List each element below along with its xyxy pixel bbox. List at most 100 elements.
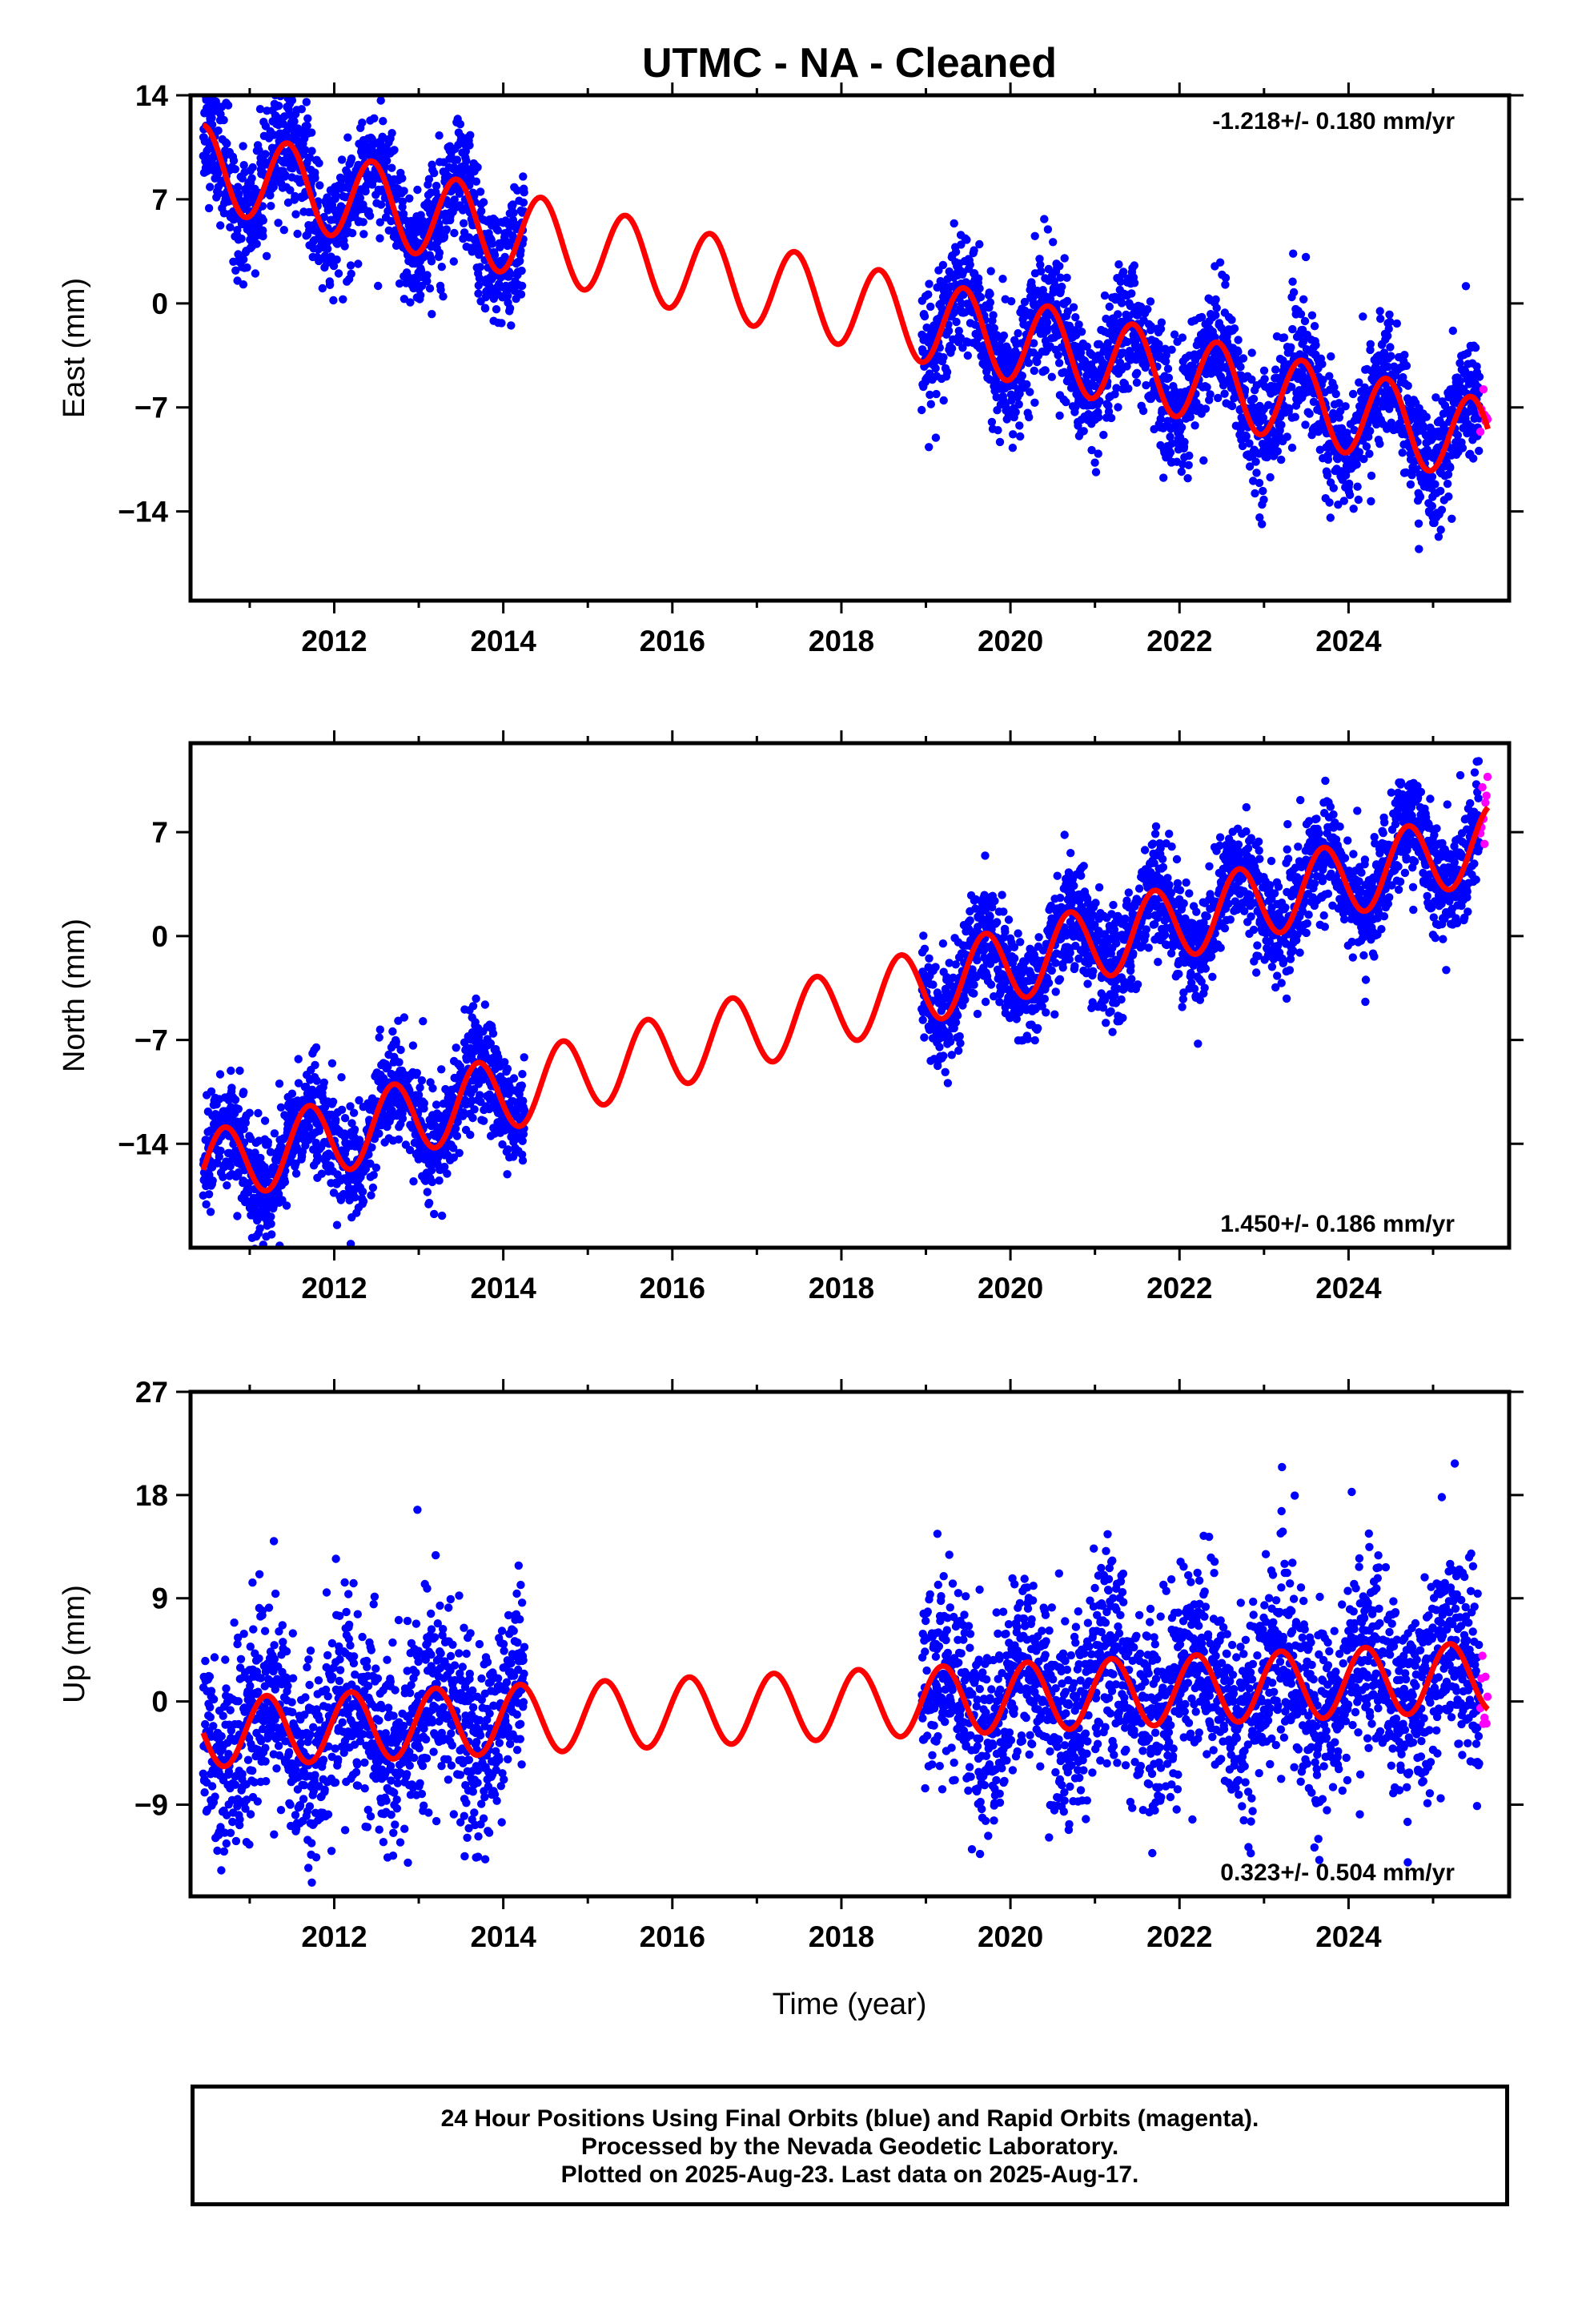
final-orbit-point [312, 1076, 322, 1085]
final-orbit-point [939, 396, 948, 405]
final-orbit-point [233, 1212, 242, 1220]
final-orbit-point [311, 174, 319, 183]
final-orbit-point [1362, 442, 1371, 451]
final-orbit-point [1030, 339, 1038, 348]
final-orbit-point [1104, 407, 1114, 416]
final-orbit-point [226, 223, 235, 231]
final-orbit-point [1461, 282, 1471, 291]
final-orbit-point [1334, 501, 1343, 509]
final-orbit-point [204, 203, 214, 213]
final-orbit-point [1301, 420, 1310, 429]
final-orbit-point [1434, 533, 1443, 541]
final-orbit-point [460, 219, 468, 227]
final-orbit-point [466, 131, 475, 139]
final-orbit-point [1221, 280, 1230, 289]
final-orbit-point [388, 1027, 397, 1036]
final-orbit-point [1001, 927, 1010, 936]
final-orbit-point [1288, 324, 1297, 334]
final-orbit-point [944, 326, 954, 336]
final-orbit-point [1252, 468, 1261, 477]
final-orbit-point [970, 246, 978, 255]
final-orbit-point [1130, 261, 1139, 270]
x-tick-label: 2016 [640, 625, 705, 657]
final-orbit-point [1154, 340, 1163, 348]
final-orbit-point [245, 1108, 254, 1117]
final-orbit-point [1366, 340, 1375, 348]
final-orbit-point [981, 997, 990, 1007]
final-orbit-point [516, 290, 526, 299]
final-orbit-point [1447, 514, 1456, 523]
final-orbit-point [924, 290, 933, 299]
final-orbit-point [986, 912, 994, 921]
final-orbit-point [1329, 484, 1339, 493]
final-orbit-point [1058, 282, 1066, 292]
final-orbit-point [474, 289, 483, 298]
final-orbit-point [1199, 456, 1208, 465]
final-orbit-point [1103, 339, 1113, 348]
final-orbit-point [1062, 397, 1070, 407]
final-orbit-point [939, 1051, 948, 1060]
final-orbit-point [966, 260, 974, 269]
final-orbit-point [1379, 348, 1389, 357]
final-orbit-point [1014, 400, 1023, 409]
final-orbit-point [261, 150, 270, 159]
final-orbit-point [255, 105, 265, 114]
final-orbit-point [1011, 408, 1020, 416]
final-orbit-point [504, 292, 512, 300]
final-orbit-point [375, 1025, 384, 1034]
final-orbit-point [1163, 364, 1173, 373]
final-orbit-point [1238, 441, 1247, 451]
final-orbit-point [947, 344, 957, 353]
final-orbit-point [1259, 495, 1268, 505]
final-orbit-point [1230, 324, 1239, 333]
final-orbit-point [432, 181, 441, 191]
final-orbit-point [1132, 378, 1142, 387]
final-orbit-point [1305, 409, 1314, 418]
final-orbit-point [1444, 492, 1453, 501]
final-orbit-point [1353, 482, 1362, 491]
final-orbit-point [1203, 383, 1211, 392]
final-orbit-point [451, 1124, 460, 1133]
final-orbit-point [978, 915, 987, 924]
final-orbit-point [1359, 455, 1368, 464]
final-orbit-point [975, 284, 984, 293]
final-orbit-point [1367, 471, 1376, 480]
final-orbit-point [1044, 264, 1054, 274]
final-orbit-point [455, 1148, 464, 1158]
final-orbit-point [926, 390, 934, 400]
final-orbit-point [1301, 252, 1311, 262]
final-orbit-point [300, 146, 310, 155]
final-orbit-point [925, 443, 934, 452]
final-orbit-point [204, 1190, 214, 1199]
final-orbit-point [1184, 460, 1193, 469]
final-orbit-point [931, 963, 940, 971]
final-orbit-point [207, 120, 217, 129]
final-orbit-point [255, 146, 263, 155]
final-orbit-point [387, 1106, 396, 1115]
final-orbit-point [1087, 445, 1096, 455]
final-orbit-point [239, 1124, 248, 1134]
final-orbit-point [435, 131, 444, 140]
final-orbit-point [986, 289, 994, 299]
final-orbit-point [1299, 295, 1308, 304]
final-orbit-point [420, 1099, 428, 1108]
final-orbit-point [1300, 316, 1310, 326]
final-orbit-point [1387, 418, 1396, 427]
final-orbit-point [315, 181, 324, 190]
final-orbit-point [227, 1066, 235, 1076]
final-orbit-point [423, 1188, 432, 1196]
final-orbit-point [291, 1169, 301, 1178]
final-orbit-point [1008, 444, 1018, 452]
final-orbit-point [1124, 384, 1133, 393]
final-orbit-point [400, 1013, 409, 1022]
final-orbit-point [234, 1104, 243, 1114]
final-orbit-point [1386, 343, 1395, 352]
final-orbit-point [1026, 388, 1034, 396]
final-orbit-point [396, 1045, 405, 1055]
final-orbit-point [1043, 225, 1053, 234]
final-orbit-point [1122, 362, 1131, 371]
final-orbit-point [480, 304, 490, 313]
final-orbit-point [1133, 368, 1142, 377]
final-orbit-point [235, 1066, 244, 1076]
final-orbit-point [1392, 319, 1402, 328]
